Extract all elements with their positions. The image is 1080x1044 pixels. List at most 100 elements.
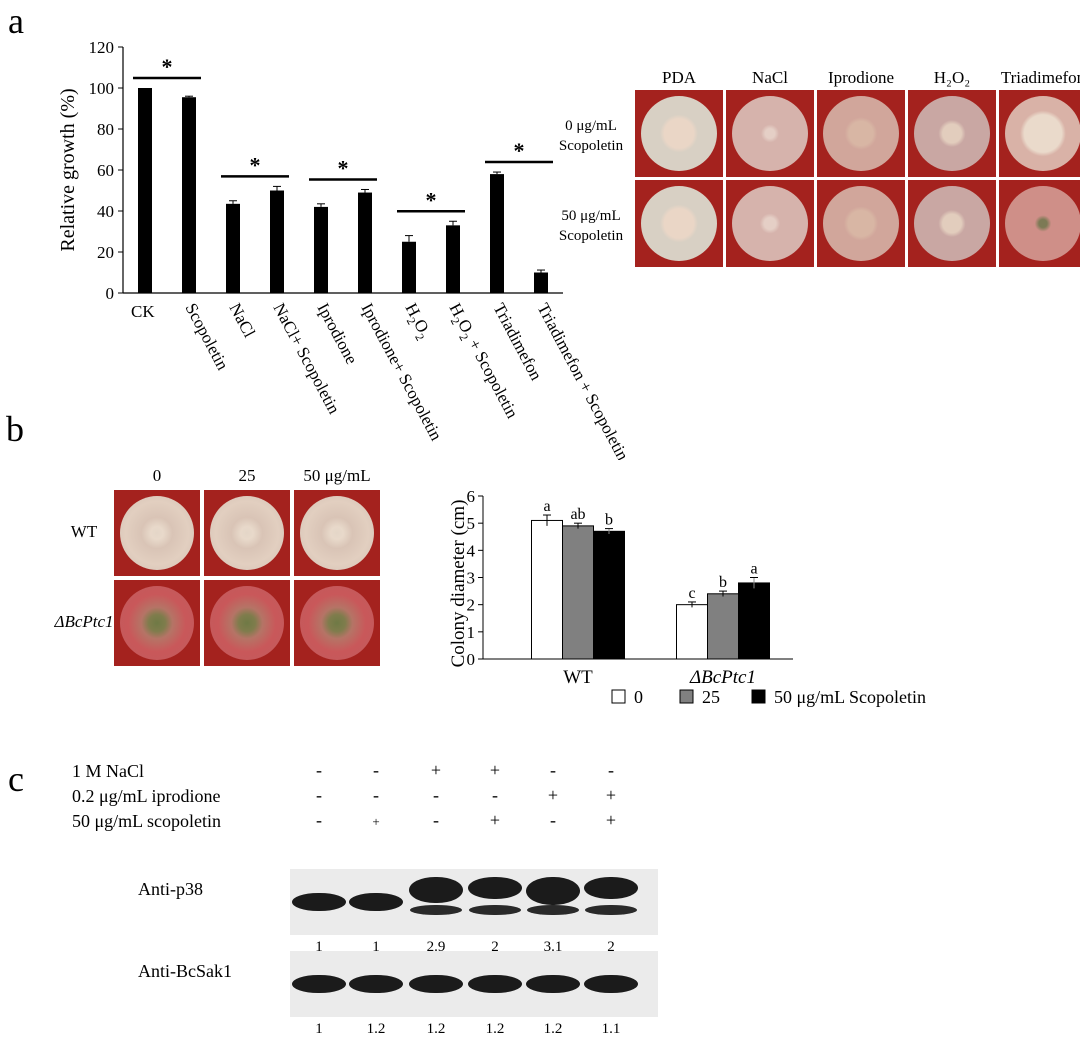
- bar: [446, 225, 460, 293]
- category-label: Scopoletin: [181, 300, 232, 374]
- petri-dish: [914, 96, 990, 171]
- y-axis-label: Colony diameter (cm): [448, 500, 469, 668]
- condition-sign: -: [373, 760, 379, 780]
- plate-photo: [114, 580, 200, 666]
- plate-photo: [908, 180, 996, 267]
- condition-label: 1 M NaCl: [72, 761, 144, 781]
- plate-row-label: 0 μg/mL Scopoletin: [550, 116, 632, 156]
- plate-photo: [204, 580, 290, 666]
- blot-band: [349, 975, 403, 993]
- condition-sign: -: [492, 785, 498, 805]
- condition-sign: -: [433, 810, 439, 830]
- petri-dish: [210, 496, 284, 570]
- group-label: WT: [563, 667, 593, 688]
- petri-dish: [1005, 186, 1080, 261]
- bar: [182, 97, 196, 293]
- y-tick-label: 5: [467, 514, 476, 533]
- bar: [358, 192, 372, 293]
- bar: [562, 525, 594, 660]
- condition-label: 0.2 μg/mL iprodione: [72, 786, 221, 806]
- bar: [593, 530, 625, 660]
- band-quantification: 1.2: [485, 1021, 505, 1037]
- bar: [270, 190, 284, 293]
- blot-band: [527, 905, 579, 915]
- y-tick-label: 20: [97, 243, 114, 262]
- condition-sign: -: [433, 785, 439, 805]
- relative-growth-chart: 0 20 40 60 80 100 120 Relative growth (%) CK Scop…: [57, 38, 633, 460]
- legend-swatch: [679, 689, 694, 704]
- category-label: Triadimefon + Scopoletin: [533, 300, 632, 460]
- band-quantification: 1: [372, 939, 380, 955]
- plate-photo: [204, 490, 290, 576]
- panel-letter-a: a: [8, 1, 24, 41]
- petri-dish: [120, 586, 194, 660]
- blot-band: [349, 893, 403, 911]
- petri-dish: [641, 96, 717, 171]
- bar: [707, 593, 739, 660]
- legend-swatch: [751, 689, 766, 704]
- plate-column-header: Triadimefon: [1000, 68, 1080, 87]
- panel-letter-c: c: [8, 759, 24, 799]
- band-quantification: 1.2: [426, 1021, 446, 1037]
- y-tick-label: 4: [467, 541, 476, 560]
- band-quantification: 2: [607, 939, 615, 955]
- plate-row-label: ΔBcPtc1: [54, 612, 114, 631]
- significance-letter: b: [719, 574, 727, 591]
- petri-dish: [732, 186, 808, 261]
- blot-band: [584, 877, 638, 899]
- plate-column-header: Iprodione: [827, 68, 895, 87]
- y-tick-label: 0: [106, 284, 115, 303]
- bar: [676, 604, 708, 660]
- band-quantification: 1: [315, 1021, 323, 1037]
- blot-band: [469, 905, 521, 915]
- band-quantification: 1: [315, 939, 323, 955]
- plate-row-label: 50 μg/mL Scopoletin: [550, 206, 632, 246]
- band-quantification: 1.2: [543, 1021, 563, 1037]
- y-tick-label: 100: [89, 79, 115, 98]
- y-tick-label: 80: [97, 120, 114, 139]
- band-quantification: 1.2: [366, 1021, 386, 1037]
- plate-photo: [635, 180, 723, 267]
- significance-letter: ab: [570, 506, 585, 523]
- blot-band: [292, 893, 346, 911]
- plate-photo: [999, 180, 1080, 267]
- petri-dish: [210, 586, 284, 660]
- condition-sign: +: [605, 810, 617, 830]
- significance-star: *: [426, 187, 437, 212]
- condition-sign: +: [430, 760, 442, 780]
- petri-dish: [823, 96, 899, 171]
- antibody-label: Anti-BcSak1: [138, 961, 232, 981]
- y-tick-label: 1: [467, 623, 476, 642]
- western-blot-panel: 1 M NaCl - - + + - - 0.2 μg/mL iprodione - - - - + +5…: [60, 755, 680, 1040]
- plate-photo: [999, 90, 1080, 177]
- significance-letter: a: [750, 561, 757, 578]
- condition-sign: -: [608, 760, 614, 780]
- blot-band: [409, 975, 463, 993]
- category-label: CK: [131, 302, 155, 321]
- band-quantification: 1.1: [601, 1021, 621, 1037]
- y-tick-label: 3: [467, 569, 476, 588]
- antibody-label: Anti-p38: [138, 879, 203, 899]
- plate-column-header: 0: [152, 466, 162, 485]
- condition-sign: -: [316, 760, 322, 780]
- blot-band: [468, 975, 522, 993]
- condition-sign: -: [316, 810, 322, 830]
- plate-row-label-line: Scopoletin: [558, 228, 624, 244]
- condition-sign: -: [316, 785, 322, 805]
- petri-dish: [1005, 96, 1080, 171]
- blot-band: [410, 905, 462, 915]
- plate-photo: [817, 90, 905, 177]
- plate-column-header: 25: [238, 466, 256, 485]
- y-tick-label: 40: [97, 202, 114, 221]
- bar: [534, 272, 548, 293]
- plates-grid-a: PDA NaCl Iprodione H₂O₂ Triadimefon 0 μg/mL Sc…: [550, 64, 1080, 274]
- plate-photo: [114, 490, 200, 576]
- plate-photo: [908, 90, 996, 177]
- plate-photo: [294, 580, 380, 666]
- significance-star: *: [250, 152, 261, 177]
- blot-band: [526, 975, 580, 993]
- condition-sign: -: [373, 785, 379, 805]
- plate-row-label-line: 0 μg/mL: [565, 118, 617, 134]
- bar: [490, 174, 504, 293]
